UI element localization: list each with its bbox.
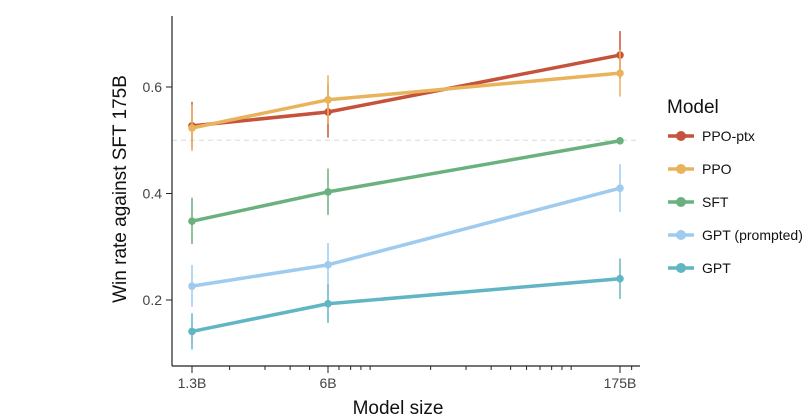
data-point-ppo	[616, 69, 624, 77]
x-tick-label: 1.3B	[178, 375, 207, 391]
series-ppo-ptx	[188, 31, 624, 149]
data-point-sft	[188, 217, 196, 225]
legend-label-ppo-ptx: PPO-ptx	[702, 128, 755, 144]
data-point-gpt	[188, 327, 196, 336]
series-ppo	[188, 49, 624, 151]
legend-label-gpt: GPT	[702, 260, 731, 276]
axes	[166, 16, 640, 373]
series-sft	[188, 136, 624, 245]
data-point-sft	[324, 188, 332, 196]
legend-label-gpt-prompted: GPT (prompted)	[702, 227, 803, 243]
data-point-ppo	[188, 124, 196, 132]
data-point-sft	[616, 136, 624, 145]
y-tick-label: 0.2	[143, 292, 163, 308]
y-tick-label: 0.4	[143, 186, 163, 202]
y-axis-title: Win rate against SFT 175B	[110, 75, 131, 303]
series-line-gpt	[190, 276, 622, 334]
data-point-ppo	[324, 95, 332, 104]
axis-labels: 0.2 0.4 0.6 1.3B 6B 175B Model size Win rate ag…	[110, 75, 636, 419]
legend-marker-gpt	[676, 263, 686, 273]
legend-marker-ppo-ptx	[676, 131, 686, 141]
series-line-gpt-prompted	[190, 186, 622, 288]
series-line-sft	[190, 139, 622, 223]
legend-marker-ppo	[676, 164, 686, 174]
series-gpt-prompted	[188, 164, 624, 307]
series-gpt	[188, 258, 624, 350]
legend-title: Model	[667, 97, 719, 118]
x-axis-title: Model size	[353, 398, 444, 419]
x-tick-label: 6B	[319, 375, 336, 391]
legend: Model PPO-ptx PPO SFT GPT (prompted) GPT	[667, 97, 803, 276]
x-tick-label: 175B	[604, 375, 637, 391]
data-point-gpt-prompted	[616, 184, 624, 192]
legend-label-ppo: PPO	[702, 161, 732, 177]
series-layer	[188, 31, 624, 350]
data-point-gpt	[324, 299, 332, 308]
legend-marker-gpt-prompted	[676, 230, 686, 240]
data-point-gpt	[616, 274, 624, 283]
legend-marker-sft	[676, 197, 686, 207]
data-point-gpt-prompted	[188, 282, 196, 290]
data-point-gpt-prompted	[324, 261, 332, 269]
y-tick-label: 0.6	[143, 79, 163, 95]
legend-label-sft: SFT	[702, 194, 729, 210]
